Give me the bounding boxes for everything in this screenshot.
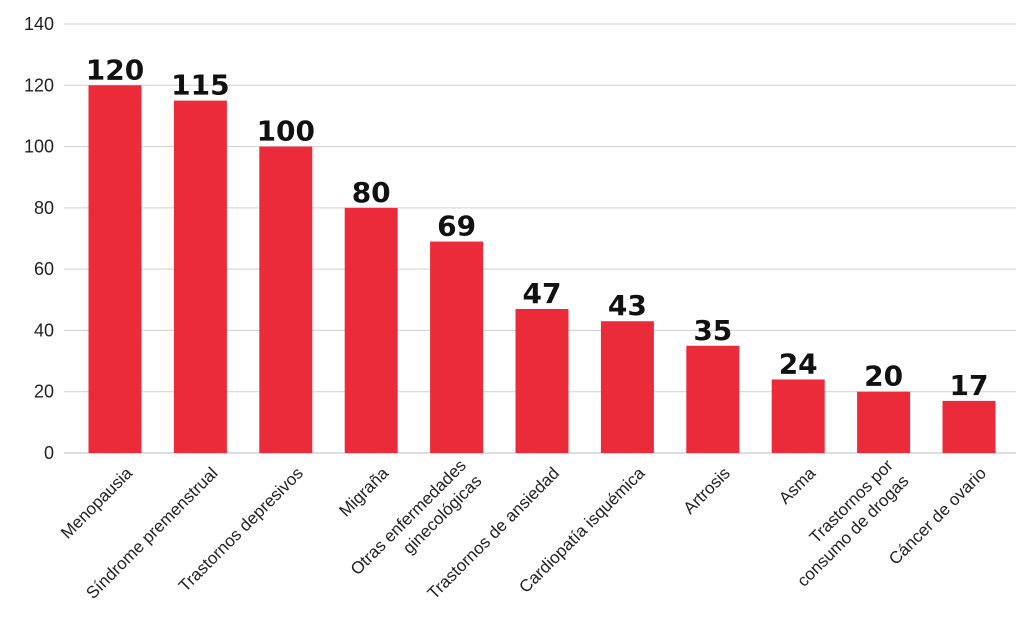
- data-label: 115: [171, 69, 229, 102]
- bar: [515, 308, 569, 453]
- data-label: 35: [693, 314, 732, 347]
- category-label: Migraña: [335, 463, 392, 520]
- data-label: 24: [779, 347, 818, 380]
- data-label: 100: [257, 115, 315, 148]
- category-label: Artrosis: [680, 464, 734, 518]
- category-label-line: Menopausia: [57, 463, 136, 542]
- category-label-line: Asma: [775, 463, 820, 508]
- bar: [857, 391, 911, 453]
- bars: [88, 85, 996, 454]
- category-label-line: Artrosis: [680, 464, 734, 518]
- category-label: Menopausia: [57, 463, 136, 542]
- data-label: 69: [437, 210, 476, 243]
- bar: [686, 345, 740, 453]
- bar: [942, 400, 996, 453]
- y-tick-label: 60: [34, 259, 54, 279]
- data-labels: 120 115 100 80 69 47 43 35 24 20 17: [86, 53, 989, 402]
- category-label: Asma: [775, 463, 820, 508]
- data-label: 47: [523, 277, 562, 310]
- y-tick-label: 20: [34, 382, 54, 402]
- data-label: 17: [950, 369, 989, 402]
- y-tick-label: 140: [24, 14, 54, 34]
- data-label: 43: [608, 289, 647, 322]
- y-tick-label: 0: [44, 443, 54, 463]
- y-tick-label: 120: [24, 75, 54, 95]
- data-label: 20: [864, 360, 903, 393]
- y-tick-label: 40: [34, 320, 54, 340]
- y-tick-label: 100: [24, 137, 54, 157]
- bar: [771, 379, 825, 453]
- data-label: 120: [86, 53, 144, 86]
- bar: [344, 207, 398, 453]
- category-label-line: Migraña: [335, 463, 392, 520]
- data-label: 80: [352, 176, 391, 209]
- bar: [430, 241, 484, 453]
- y-tick-label: 80: [34, 198, 54, 218]
- y-axis-tick-labels: 0 20 40 60 80 100 120 140: [24, 14, 54, 463]
- bar: [600, 321, 654, 453]
- bar: [88, 85, 142, 454]
- bar: [173, 100, 227, 453]
- bar: [259, 146, 313, 454]
